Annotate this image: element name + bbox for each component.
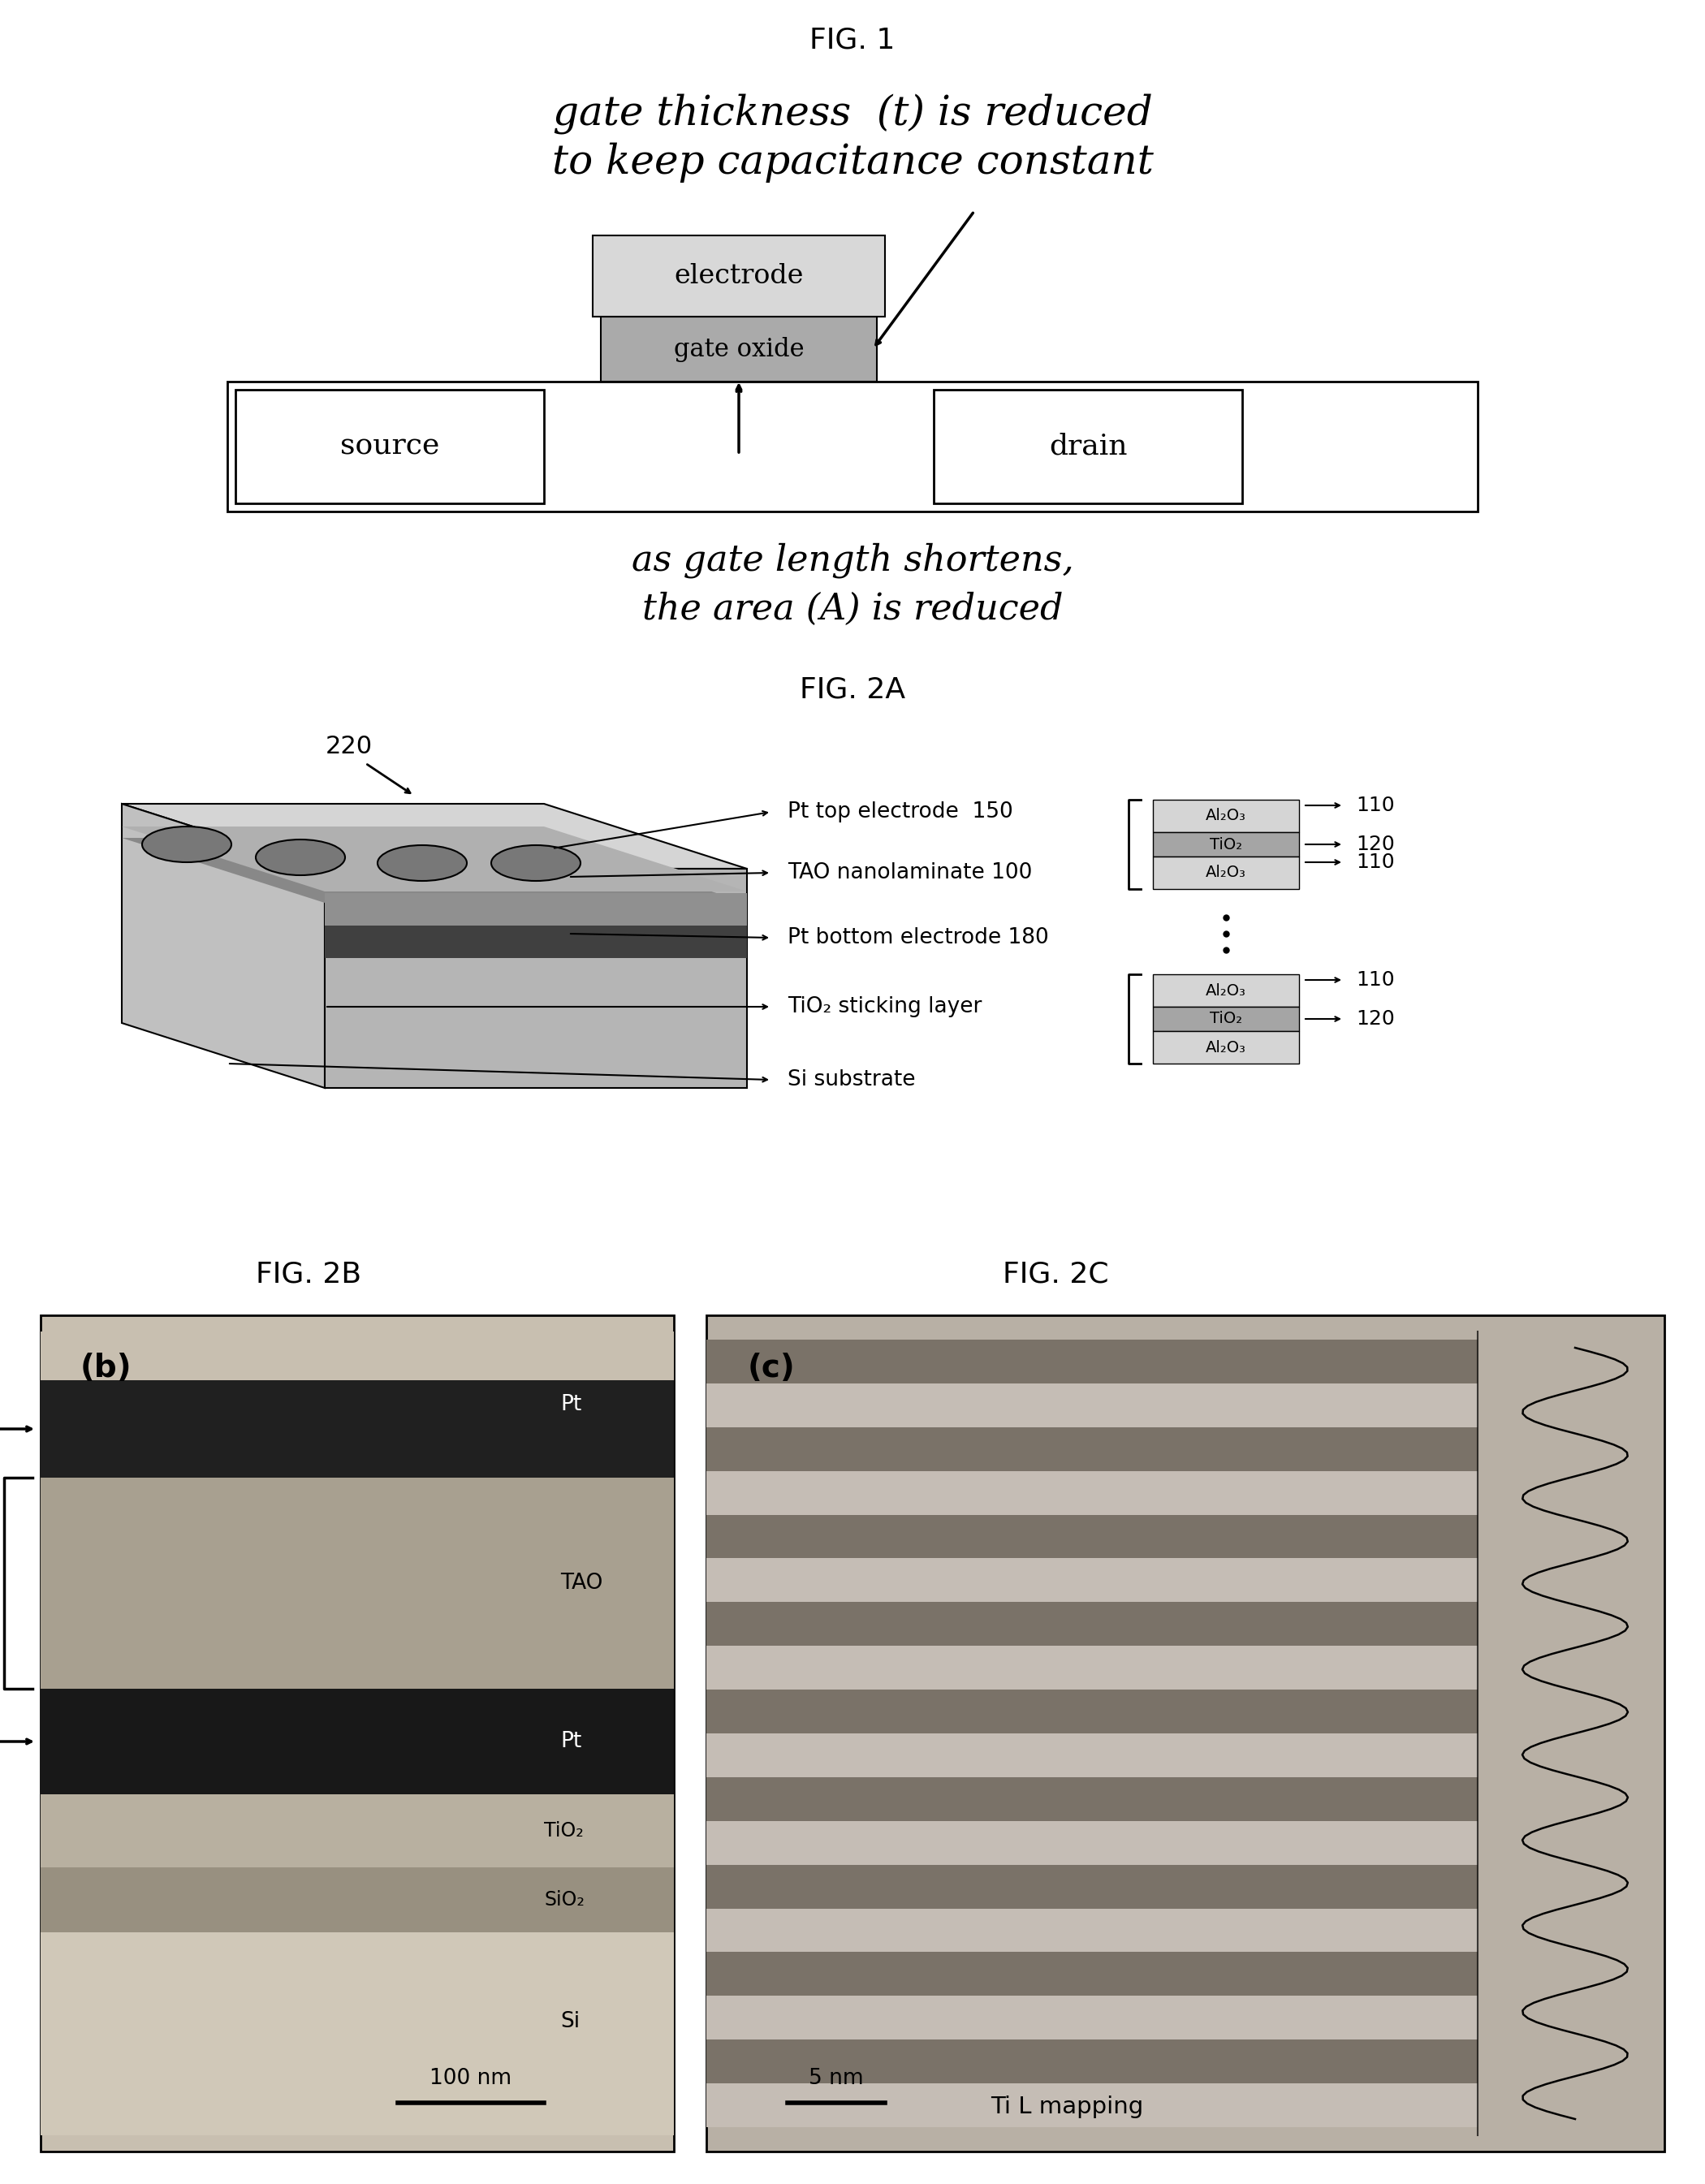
Text: 100 nm: 100 nm bbox=[430, 2068, 512, 2090]
Text: Al₂O₃: Al₂O₃ bbox=[1205, 865, 1246, 880]
Bar bbox=[706, 1778, 1478, 1821]
Text: Al₂O₃: Al₂O₃ bbox=[1205, 983, 1246, 998]
Text: 5 nm: 5 nm bbox=[808, 2068, 864, 2090]
Text: TiO₂: TiO₂ bbox=[1209, 836, 1243, 852]
Text: TAO nanolaminate 100: TAO nanolaminate 100 bbox=[788, 863, 1032, 882]
Bar bbox=[227, 382, 1478, 511]
Ellipse shape bbox=[142, 826, 232, 863]
Bar bbox=[1153, 1031, 1299, 1064]
Bar bbox=[593, 236, 885, 317]
Text: TiO₂: TiO₂ bbox=[544, 1821, 583, 1841]
Text: Si: Si bbox=[561, 2011, 580, 2031]
Bar bbox=[706, 1690, 1478, 1734]
Text: SiO₂: SiO₂ bbox=[544, 1889, 585, 1909]
Text: Pt bottom electrode 180: Pt bottom electrode 180 bbox=[788, 928, 1049, 948]
Bar bbox=[706, 1470, 1478, 1516]
Text: FIG. 2C: FIG. 2C bbox=[1003, 1260, 1108, 1289]
Bar bbox=[706, 1516, 1478, 1559]
Polygon shape bbox=[324, 869, 747, 1088]
Polygon shape bbox=[121, 839, 747, 902]
Bar bbox=[706, 1339, 1478, 1382]
Text: gate thickness  (t) is reduced: gate thickness (t) is reduced bbox=[552, 94, 1153, 133]
Bar bbox=[1153, 799, 1299, 832]
Text: TiO₂ sticking layer: TiO₂ sticking layer bbox=[788, 996, 982, 1018]
Bar bbox=[706, 1603, 1478, 1647]
Bar bbox=[1153, 856, 1299, 889]
Text: the area (A) is reduced: the area (A) is reduced bbox=[643, 592, 1062, 627]
Bar bbox=[706, 1559, 1478, 1603]
Text: TAO: TAO bbox=[561, 1572, 604, 1594]
Ellipse shape bbox=[491, 845, 580, 880]
Text: Pt: Pt bbox=[561, 1393, 581, 1415]
Bar bbox=[41, 1380, 673, 1479]
Text: Pt: Pt bbox=[561, 1732, 581, 1752]
Ellipse shape bbox=[377, 845, 467, 880]
Text: FIG. 1: FIG. 1 bbox=[810, 26, 895, 55]
Text: TiO₂: TiO₂ bbox=[1209, 1011, 1243, 1026]
Bar bbox=[706, 1821, 1478, 1865]
Bar bbox=[41, 1933, 673, 2136]
Text: 220: 220 bbox=[326, 736, 373, 758]
Bar bbox=[41, 1688, 673, 1795]
Bar bbox=[706, 1865, 1478, 1909]
Polygon shape bbox=[324, 893, 747, 926]
Ellipse shape bbox=[256, 839, 344, 876]
Bar bbox=[706, 1952, 1478, 1996]
Bar bbox=[41, 1867, 673, 1933]
Text: source: source bbox=[339, 432, 440, 461]
Text: FIG. 2B: FIG. 2B bbox=[256, 1260, 361, 1289]
Bar bbox=[41, 1332, 673, 1380]
Bar bbox=[235, 389, 544, 502]
Text: to keep capacitance constant: to keep capacitance constant bbox=[552, 142, 1153, 183]
Text: Pt top electrode  150: Pt top electrode 150 bbox=[788, 802, 1013, 823]
Bar bbox=[706, 2040, 1478, 2084]
Text: 110: 110 bbox=[1355, 852, 1395, 871]
Bar bbox=[1153, 1007, 1299, 1031]
Bar bbox=[600, 317, 876, 382]
Bar bbox=[41, 1315, 673, 2151]
Text: Al₂O₃: Al₂O₃ bbox=[1205, 1040, 1246, 1055]
Bar bbox=[41, 1479, 673, 1688]
Bar bbox=[1153, 832, 1299, 856]
Text: FIG. 2A: FIG. 2A bbox=[800, 677, 905, 703]
Text: 120: 120 bbox=[1355, 834, 1395, 854]
Bar bbox=[706, 1382, 1478, 1426]
Text: (c): (c) bbox=[747, 1352, 795, 1382]
Polygon shape bbox=[324, 926, 747, 959]
Bar bbox=[706, 1426, 1478, 1470]
Bar bbox=[706, 1647, 1478, 1690]
Text: Al₂O₃: Al₂O₃ bbox=[1205, 808, 1246, 823]
Text: 120: 120 bbox=[1355, 1009, 1395, 1029]
Text: electrode: electrode bbox=[673, 262, 803, 288]
Bar bbox=[706, 1315, 1664, 2151]
Polygon shape bbox=[121, 826, 747, 891]
Text: (b): (b) bbox=[80, 1352, 131, 1382]
Text: as gate length shortens,: as gate length shortens, bbox=[631, 542, 1074, 579]
Bar bbox=[706, 1734, 1478, 1778]
Text: 110: 110 bbox=[1355, 795, 1395, 815]
Text: gate oxide: gate oxide bbox=[673, 336, 805, 363]
Text: drain: drain bbox=[1049, 432, 1127, 461]
Polygon shape bbox=[121, 804, 324, 1088]
Bar bbox=[706, 2084, 1478, 2127]
Bar bbox=[41, 1795, 673, 1867]
Bar bbox=[1153, 974, 1299, 1007]
Text: Ti L mapping: Ti L mapping bbox=[991, 2094, 1144, 2118]
Text: 110: 110 bbox=[1355, 970, 1395, 989]
Bar bbox=[934, 389, 1243, 502]
Text: Si substrate: Si substrate bbox=[788, 1070, 916, 1090]
Polygon shape bbox=[121, 804, 747, 869]
Bar bbox=[706, 1909, 1478, 1952]
Bar bbox=[706, 1996, 1478, 2040]
